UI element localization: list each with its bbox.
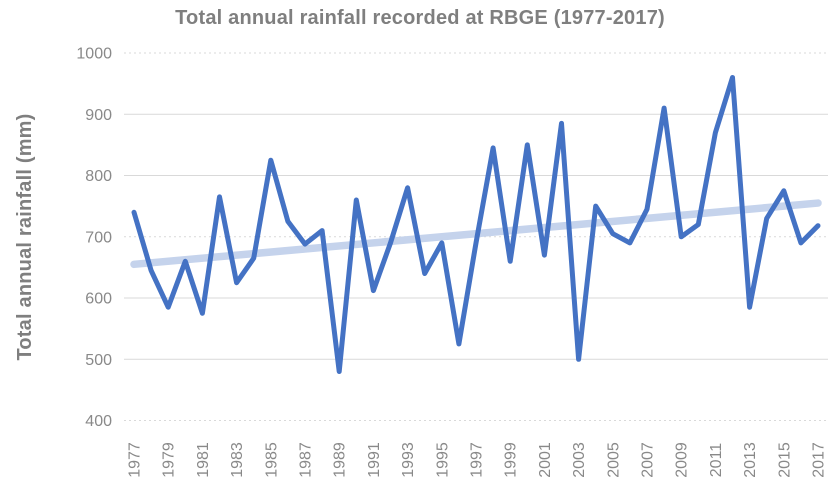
x-tick-label-1999: 1999 xyxy=(503,442,520,478)
x-tick-label-1979: 1979 xyxy=(161,442,178,478)
x-tick-label-2003: 2003 xyxy=(571,442,588,478)
y-tick-label-700: 700 xyxy=(85,229,112,246)
y-tick-label-800: 800 xyxy=(85,168,112,185)
y-tick-label-600: 600 xyxy=(85,291,112,308)
x-tick-label-1987: 1987 xyxy=(298,442,315,478)
x-tick-label-1981: 1981 xyxy=(195,442,212,478)
rainfall-series-line xyxy=(131,75,821,374)
x-tick-label-2009: 2009 xyxy=(674,442,691,478)
x-tick-label-1995: 1995 xyxy=(434,442,451,478)
x-tick-label-2017: 2017 xyxy=(811,442,828,478)
x-tick-label-1989: 1989 xyxy=(332,442,349,478)
x-tick-label-1991: 1991 xyxy=(366,442,383,478)
x-tick-label-2005: 2005 xyxy=(605,442,622,478)
x-tick-label-1983: 1983 xyxy=(229,442,246,478)
y-tick-label-900: 900 xyxy=(85,107,112,124)
y-axis-title: Total annual rainfall (mm) xyxy=(14,113,36,361)
y-tick-label-400: 400 xyxy=(85,413,112,430)
x-tick-label-2001: 2001 xyxy=(537,442,554,478)
x-tick-label-2013: 2013 xyxy=(742,442,759,478)
y-tick-label-1000: 1000 xyxy=(76,46,112,63)
x-tick-label-2007: 2007 xyxy=(640,442,657,478)
x-tick-label-1985: 1985 xyxy=(263,442,280,478)
y-tick-label-500: 500 xyxy=(85,352,112,369)
x-tick-label-1993: 1993 xyxy=(400,442,417,478)
x-tick-label-2015: 2015 xyxy=(776,442,793,478)
chart-title: Total annual rainfall recorded at RBGE (… xyxy=(175,7,665,29)
x-tick-label-2011: 2011 xyxy=(708,443,725,478)
x-tick-label-1977: 1977 xyxy=(127,442,144,478)
x-tick-label-1997: 1997 xyxy=(469,442,486,478)
